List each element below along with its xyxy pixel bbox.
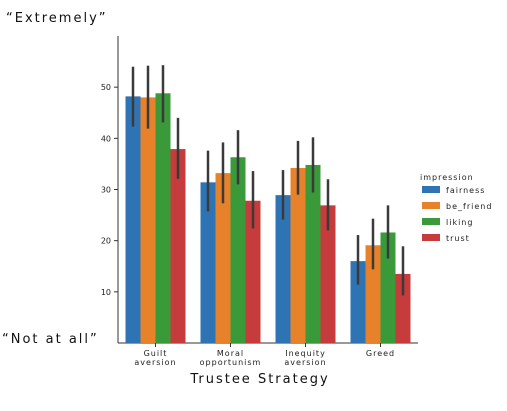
legend-label-fairness: fairness xyxy=(446,186,485,195)
legend-swatch-trust xyxy=(422,234,440,241)
y-tick-label: 20 xyxy=(101,237,111,246)
legend-swatch-liking xyxy=(422,218,440,225)
bar-trust xyxy=(245,200,261,343)
bar-fairness xyxy=(125,96,141,343)
bar-be_friend xyxy=(215,173,231,343)
y-tick-label: 40 xyxy=(101,134,111,143)
x-axis-title: Trustee Strategy xyxy=(189,372,329,387)
y-tick-label: 10 xyxy=(101,288,111,297)
bars xyxy=(125,93,411,344)
top-anchor-label: “Extremely” xyxy=(6,11,108,26)
bar-trust xyxy=(320,205,336,343)
bottom-anchor-label: “Not at all” xyxy=(2,332,99,347)
y-tick-label: 50 xyxy=(101,83,111,92)
category-label: Greed xyxy=(366,349,395,358)
bar-liking xyxy=(230,157,246,343)
legend-label-liking: liking xyxy=(446,218,473,227)
legend-swatch-be_friend xyxy=(422,202,440,209)
legend-title: impression xyxy=(420,173,474,182)
bar-fairness xyxy=(275,195,291,343)
category-label: Moral opportunism xyxy=(200,349,262,367)
y-tick-label: 30 xyxy=(101,186,111,195)
bar-be_friend xyxy=(140,97,156,344)
legend-swatch-fairness xyxy=(422,186,440,193)
category-labels: Guilt aversion Moral opportunism Inequity ave… xyxy=(134,343,395,367)
bar-trust xyxy=(170,149,186,343)
error-bars xyxy=(131,65,405,296)
category-label: Inequity aversion xyxy=(284,349,326,367)
bar-fairness xyxy=(200,182,216,343)
bar-liking xyxy=(380,232,396,343)
bar-be_friend xyxy=(365,245,381,343)
bar-be_friend xyxy=(290,168,306,343)
bar-fairness xyxy=(350,261,366,343)
bar-liking xyxy=(305,164,321,343)
category-label: Guilt aversion xyxy=(134,349,176,367)
legend-label-trust: trust xyxy=(446,234,470,243)
bar-liking xyxy=(155,93,171,343)
legend-label-be_friend: be_friend xyxy=(446,202,492,211)
bar-trust xyxy=(395,273,411,343)
